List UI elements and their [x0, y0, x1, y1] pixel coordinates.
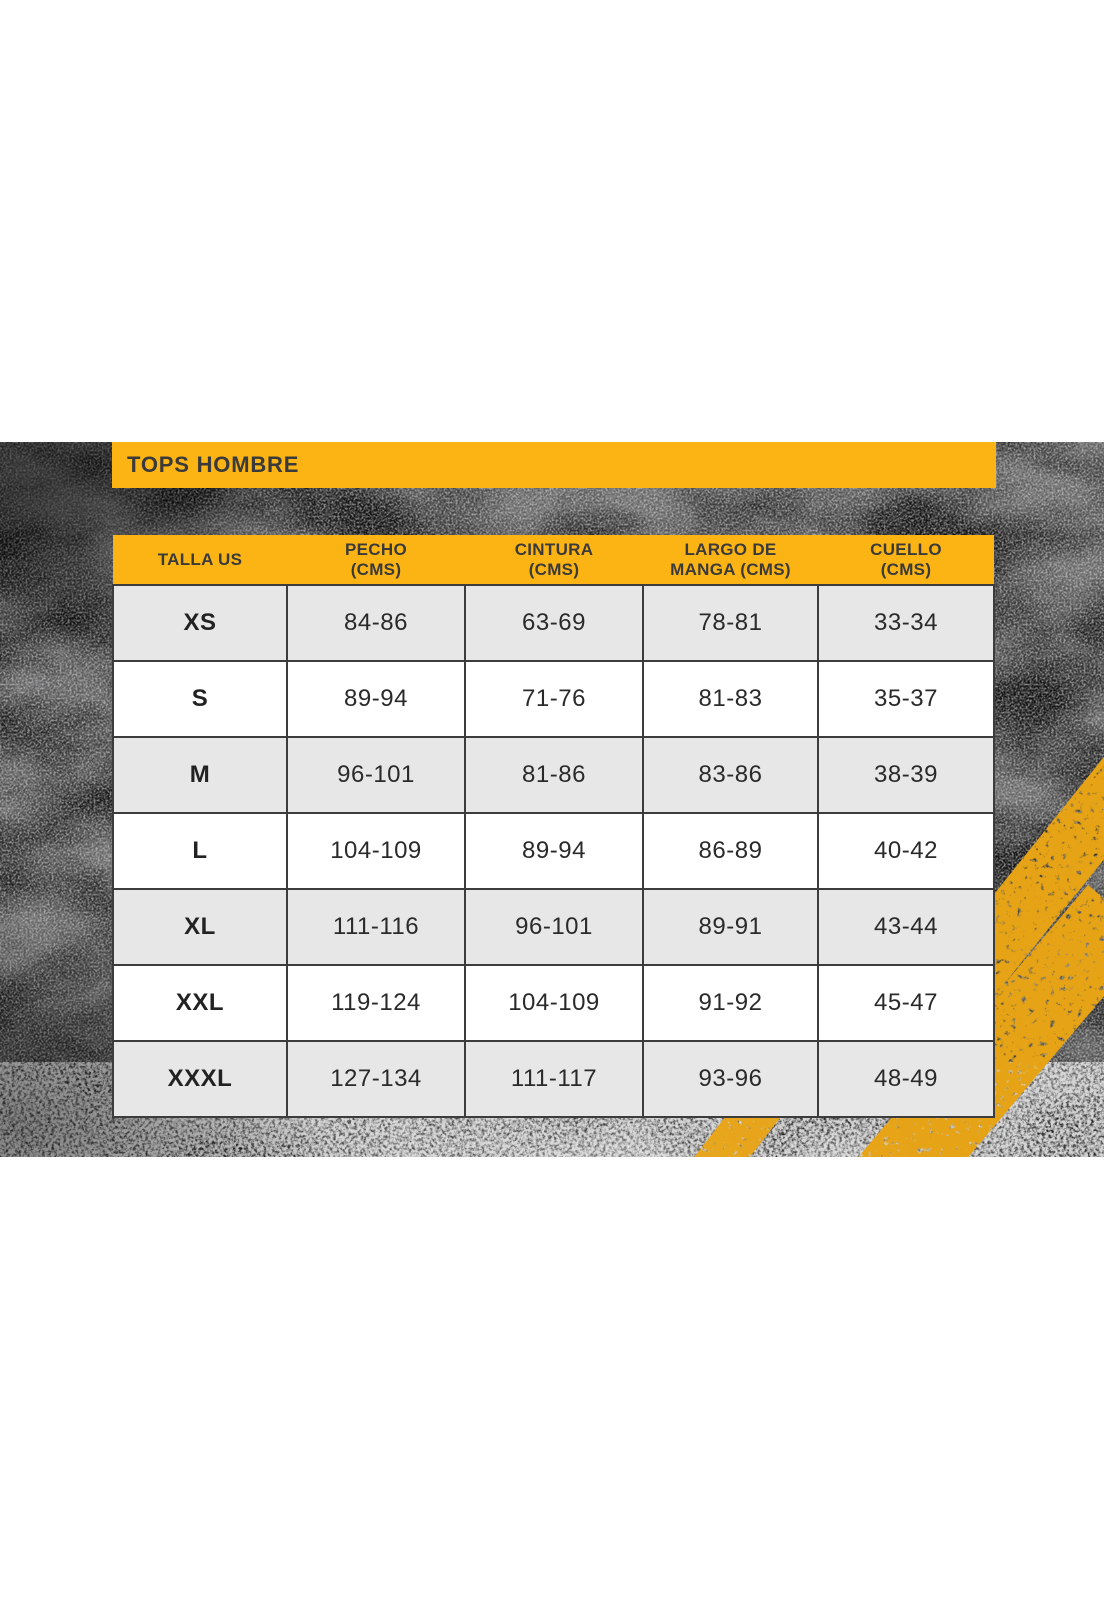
column-header-line1: PECHO	[345, 540, 407, 560]
size-label-cell: L	[112, 812, 288, 890]
measure-cell-pecho: 96-101	[286, 736, 466, 814]
measure-cell-pecho: 84-86	[286, 584, 466, 662]
size-label-cell: XXL	[112, 964, 288, 1042]
measure-cell-pecho: 119-124	[286, 964, 466, 1042]
table-body: XS 84-86 63-69 78-81 33-34 S 89-94 71-76…	[112, 584, 995, 1118]
column-header-line2: (CMS)	[880, 559, 932, 579]
header-row: TALLA US PECHO (CMS) CINTURA (CMS) LARGO…	[113, 535, 994, 585]
table-row-m: M 96-101 81-86 83-86 38-39	[112, 736, 995, 814]
measure-cell-pecho: 104-109	[286, 812, 466, 890]
measure-cell-cuello: 38-39	[817, 736, 995, 814]
table-row-xs: XS 84-86 63-69 78-81 33-34	[112, 584, 995, 662]
column-header-pecho: PECHO (CMS)	[287, 535, 465, 585]
measure-cell-cuello: 40-42	[817, 812, 995, 890]
measure-cell-manga: 81-83	[642, 660, 819, 738]
measure-cell-manga: 89-91	[642, 888, 819, 966]
size-chart-title-bar: TOPS HOMBRE	[112, 442, 996, 488]
column-header-line1: LARGO DE	[684, 540, 777, 560]
measure-cell-cintura: 89-94	[464, 812, 644, 890]
size-label-cell: S	[112, 660, 288, 738]
measure-cell-pecho: 127-134	[286, 1040, 466, 1118]
measure-cell-cintura: 111-117	[464, 1040, 644, 1118]
measure-cell-manga: 83-86	[642, 736, 819, 814]
measure-cell-cuello: 33-34	[817, 584, 995, 662]
column-header-line1: CINTURA	[514, 540, 594, 560]
measure-cell-cintura: 96-101	[464, 888, 644, 966]
measure-cell-cuello: 48-49	[817, 1040, 995, 1118]
size-label-cell: M	[112, 736, 288, 814]
measure-cell-manga: 86-89	[642, 812, 819, 890]
column-header-largo-de-manga: LARGO DE MANGA (CMS)	[643, 535, 818, 585]
size-label-cell: XL	[112, 888, 288, 966]
measure-cell-cuello: 35-37	[817, 660, 995, 738]
measure-cell-cuello: 43-44	[817, 888, 995, 966]
measure-cell-manga: 78-81	[642, 584, 819, 662]
column-header-line1: TALLA US	[157, 549, 243, 569]
size-label-cell: XS	[112, 584, 288, 662]
size-label-cell: XXXL	[112, 1040, 288, 1118]
table-row-l: L 104-109 89-94 86-89 40-42	[112, 812, 995, 890]
column-header-line2: MANGA (CMS)	[670, 559, 791, 579]
measure-cell-cintura: 63-69	[464, 584, 644, 662]
column-header-cuello: CUELLO (CMS)	[818, 535, 994, 585]
measure-cell-manga: 93-96	[642, 1040, 819, 1118]
measure-cell-manga: 91-92	[642, 964, 819, 1042]
column-header-line2: (CMS)	[528, 559, 580, 579]
size-chart-table: TALLA US PECHO (CMS) CINTURA (CMS) LARGO…	[112, 535, 995, 1118]
column-header-line1: CUELLO	[870, 540, 942, 560]
column-header-line2: (CMS)	[350, 559, 402, 579]
page-title: TOPS HOMBRE	[127, 452, 300, 477]
table-row-xxl: XXL 119-124 104-109 91-92 45-47	[112, 964, 995, 1042]
table-row-s: S 89-94 71-76 81-83 35-37	[112, 660, 995, 738]
measure-cell-pecho: 111-116	[286, 888, 466, 966]
table-header: TALLA US PECHO (CMS) CINTURA (CMS) LARGO…	[113, 535, 994, 585]
table-row-xl: XL 111-116 96-101 89-91 43-44	[112, 888, 995, 966]
measure-cell-cintura: 104-109	[464, 964, 644, 1042]
measure-cell-cintura: 81-86	[464, 736, 644, 814]
measure-cell-cintura: 71-76	[464, 660, 644, 738]
column-header-cintura: CINTURA (CMS)	[465, 535, 643, 585]
table-row-xxxl: XXXL 127-134 111-117 93-96 48-49	[112, 1040, 995, 1118]
column-header-talla-us: TALLA US	[113, 535, 287, 585]
measure-cell-pecho: 89-94	[286, 660, 466, 738]
measure-cell-cuello: 45-47	[817, 964, 995, 1042]
